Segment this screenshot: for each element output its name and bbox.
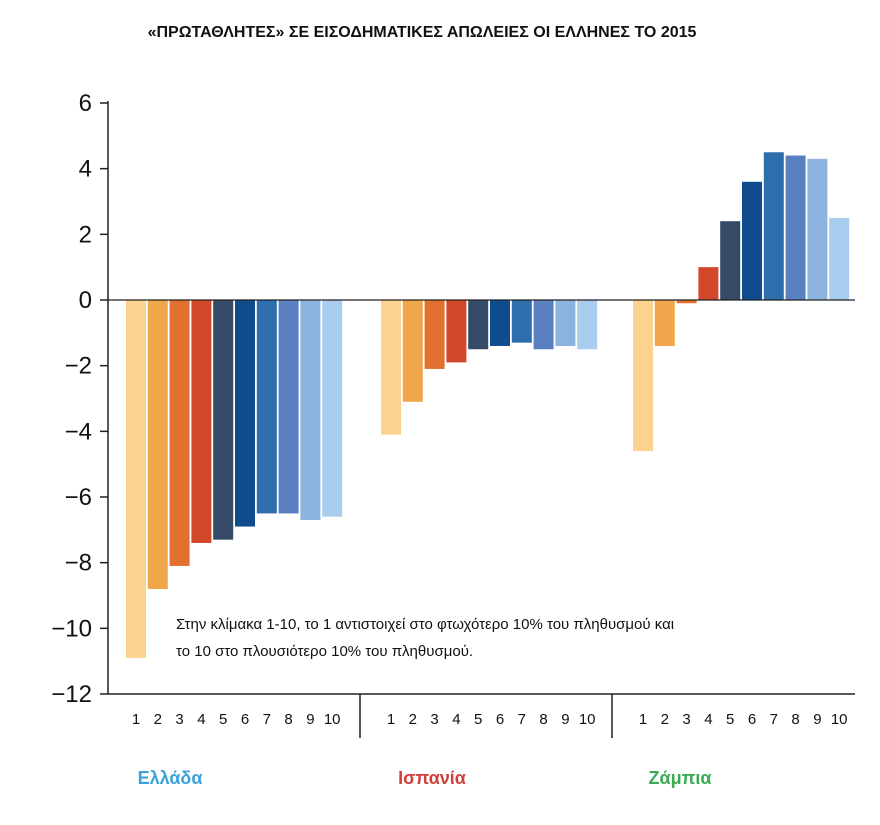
bar-Ελλάδα-6 [235, 300, 255, 527]
bar-Ισπανία-7 [511, 300, 532, 343]
y-tick-label: 2 [79, 221, 92, 248]
x-tick-label: 8 [539, 711, 547, 728]
group-label-2: Ζάμπια [649, 768, 712, 788]
bar-Ελλάδα-8 [278, 300, 299, 514]
group-label-0: Ελλάδα [138, 768, 203, 788]
x-tick-label: 6 [748, 711, 756, 728]
x-tick-label: 3 [682, 711, 690, 728]
bar-Ισπανία-1 [381, 300, 401, 435]
x-tick-label: 10 [831, 711, 848, 728]
x-tick-label: 4 [452, 711, 460, 728]
x-tick-label: 8 [284, 711, 292, 728]
bar-Ζάμπια-5 [720, 221, 741, 300]
x-tick-label: 4 [704, 711, 712, 728]
y-tick-label: −6 [65, 484, 92, 511]
x-tick-label: 2 [154, 711, 162, 728]
bar-Ισπανία-4 [446, 300, 467, 363]
y-tick-label: 4 [79, 156, 92, 183]
x-tick-label: 2 [661, 711, 669, 728]
y-axis: 6 4 2 0 −2 −4 −6 −8 −10 −12 [51, 90, 109, 708]
y-tick-label: −10 [51, 615, 92, 642]
x-tick-label: 7 [518, 711, 526, 728]
y-tick-label: −4 [65, 418, 92, 445]
bar-Ισπανία-10 [577, 300, 598, 350]
y-tick-label: 0 [79, 287, 92, 314]
bars [126, 152, 850, 658]
group-label-1: Ισπανία [398, 768, 466, 788]
y-tick-label: 6 [79, 90, 92, 117]
bar-Ζάμπια-6 [742, 181, 762, 300]
bar-Ελλάδα-3 [169, 300, 190, 566]
bar-Ζάμπια-4 [698, 267, 719, 300]
bar-Ζάμπια-9 [807, 158, 828, 300]
x-tick-label: 7 [263, 711, 271, 728]
bar-Ισπανία-5 [468, 300, 489, 350]
x-tick-label: 6 [496, 711, 504, 728]
x-tick-label: 9 [561, 711, 569, 728]
bar-Ζάμπια-1 [633, 300, 653, 452]
x-tick-label: 1 [639, 711, 647, 728]
x-tick-label: 9 [813, 711, 821, 728]
bar-Ισπανία-9 [555, 300, 576, 346]
bar-Ελλάδα-2 [147, 300, 168, 589]
bar-Ζάμπια-3 [676, 300, 697, 304]
bar-Ισπανία-8 [533, 300, 554, 350]
x-tick-label: 5 [726, 711, 734, 728]
bar-Ελλάδα-4 [191, 300, 212, 543]
x-axis: 1 2 3 4 5 6 7 8 9 10 1 2 3 4 5 6 7 8 9 10 1 2 3 4 5 6 7 8 9 10 [108, 693, 855, 738]
bar-Ελλάδα-9 [300, 300, 321, 520]
y-tick-label: −12 [51, 681, 92, 708]
bar-Ζάμπια-8 [785, 155, 806, 300]
bar-Ελλάδα-10 [322, 300, 343, 517]
x-tick-label: 1 [132, 711, 140, 728]
bar-Ισπανία-6 [490, 300, 510, 346]
group-labels: Ελλάδα Ισπανία Ζάμπια [138, 768, 712, 788]
bar-Ζάμπια-7 [763, 152, 784, 300]
x-tick-label: 6 [241, 711, 249, 728]
x-tick-label: 5 [219, 711, 227, 728]
x-tick-label: 3 [175, 711, 183, 728]
bar-Ελλάδα-1 [126, 300, 146, 658]
chart-title: «ΠΡΩΤΑΘΛΗΤΕΣ» ΣΕ ΕΙΣΟΔΗΜΑΤΙΚΕΣ ΑΠΩΛΕΙΕΣ … [148, 24, 697, 41]
x-tick-label: 10 [579, 711, 596, 728]
bar-Ζάμπια-2 [654, 300, 675, 346]
x-tick-label: 1 [387, 711, 395, 728]
annotation-line-1: Στην κλίμακα 1-10, το 1 αντιστοιχεί στο … [176, 616, 674, 633]
bar-Ισπανία-3 [424, 300, 445, 369]
bar-Ελλάδα-5 [213, 300, 234, 540]
x-tick-label: 2 [409, 711, 417, 728]
x-tick-label: 4 [197, 711, 205, 728]
x-tick-label: 9 [306, 711, 314, 728]
bar-Ισπανία-2 [402, 300, 423, 402]
annotation-line-2: το 10 στο πλουσιότερο 10% του πληθυσμού. [176, 643, 473, 660]
x-tick-label: 7 [770, 711, 778, 728]
x-tick-label: 8 [791, 711, 799, 728]
y-tick-label: −2 [65, 353, 92, 380]
y-tick-label: −8 [65, 550, 92, 577]
bar-Ελλάδα-7 [256, 300, 277, 514]
x-tick-label: 10 [324, 711, 341, 728]
x-tick-label: 5 [474, 711, 482, 728]
x-tick-label: 3 [430, 711, 438, 728]
bar-Ζάμπια-10 [829, 217, 850, 300]
